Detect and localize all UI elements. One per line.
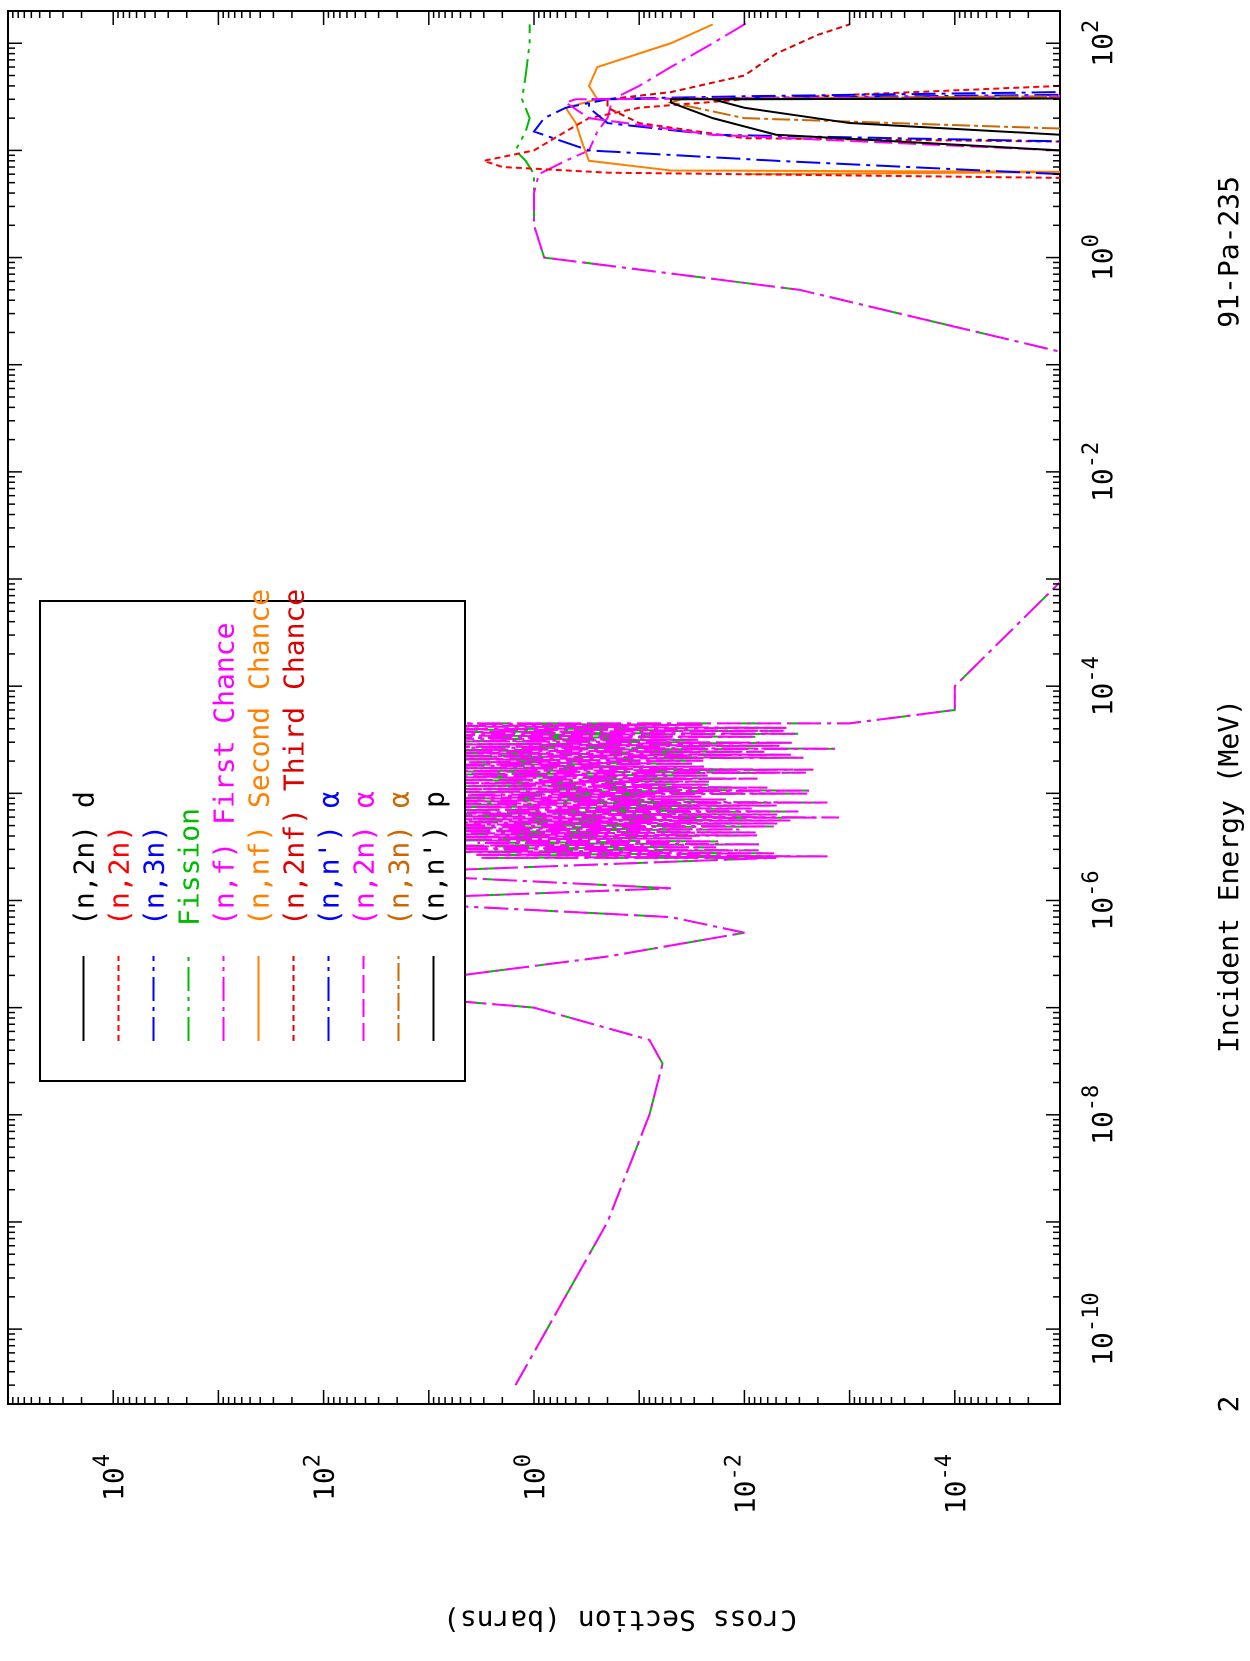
legend-label: (n,2n) α xyxy=(348,791,381,926)
x-tick-label: 102 xyxy=(1079,20,1119,67)
x-tick-label: 10-2 xyxy=(1079,442,1119,502)
y-tick-label: 10-2 xyxy=(721,1454,761,1514)
legend-label: (n,n') p xyxy=(418,791,451,926)
x-tick-label: 10-8 xyxy=(1079,1085,1119,1145)
legend-label: (n,n') α xyxy=(313,791,346,926)
series-line xyxy=(564,23,1060,176)
legend-box xyxy=(39,600,466,1082)
series-line xyxy=(712,97,1060,136)
legend-label: (n,3n) xyxy=(138,825,171,926)
y-tick-label: 10-4 xyxy=(932,1454,972,1514)
legend-label: (n,f) First Chance xyxy=(208,623,241,926)
y-axis-label: Cross Section (barns) xyxy=(443,1604,797,1637)
legend-label: (n,2n) d xyxy=(68,791,101,926)
series-line xyxy=(563,95,1060,152)
y-tick-label: 100 xyxy=(511,1454,551,1501)
series-line xyxy=(532,93,1060,176)
legend-label: (n,nf) Second Chance xyxy=(243,589,276,926)
y-tick-label: 104 xyxy=(90,1454,130,1501)
x-corner-label: 2 xyxy=(1212,1396,1245,1413)
legend-label: (n,2nf) Third Chance xyxy=(278,589,311,926)
x-tick-label: 10-4 xyxy=(1079,656,1119,716)
x-tick-label: 10-10 xyxy=(1079,1292,1119,1365)
legend-label: (n,2n) xyxy=(103,825,136,926)
legend-label: (n,3n) α xyxy=(383,791,416,926)
legend-label: Fission xyxy=(173,808,206,926)
series-line xyxy=(606,23,1060,143)
y-tick-label: 102 xyxy=(301,1454,341,1501)
x-tick-label: 10-6 xyxy=(1079,870,1119,930)
x-axis-label: Incident Energy (MeV) xyxy=(1212,699,1245,1053)
x-tick-label: 100 xyxy=(1079,234,1119,281)
chart-title: 91-Pa-235 xyxy=(1212,176,1245,328)
